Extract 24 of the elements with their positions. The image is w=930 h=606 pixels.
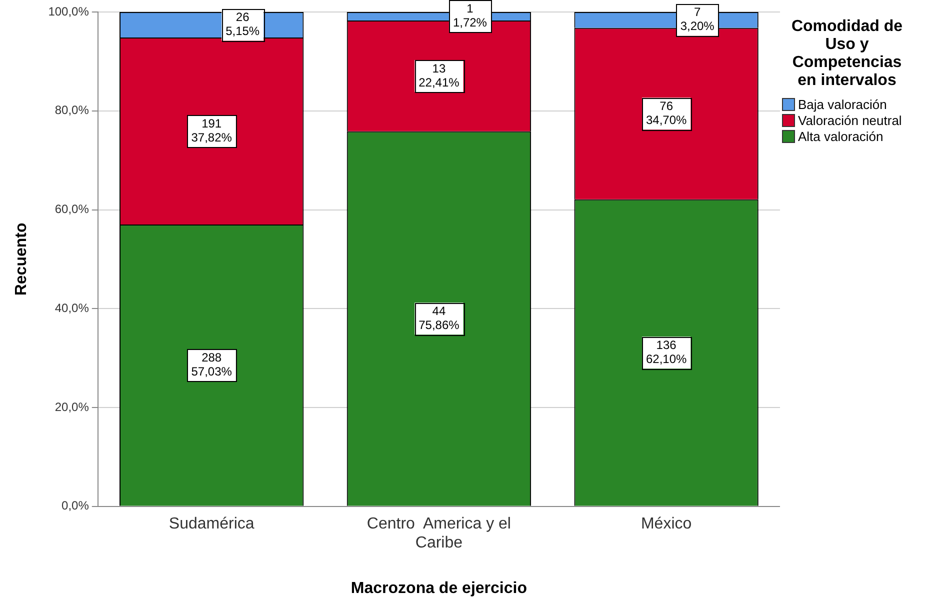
data-label: 1 1,72% [452,2,488,30]
data-label: 288 57,03% [191,350,232,378]
y-tick-label: 60,0% [54,202,90,216]
data-label: 13 22,41% [418,61,460,90]
y-axis-title: Recuento [13,222,30,296]
data-label: 136 62,10% [646,338,687,366]
data-label: 76 34,70% [646,98,687,127]
text: Alta valoración [798,128,884,144]
legend-label: Valoración neutral [798,112,902,128]
data-label: 26 5,15% [226,10,260,38]
x-axis-title: Macrozona de ejercicio [350,580,528,597]
y-tick-label: 20,0% [54,400,90,414]
x-tick-label: México [640,515,692,532]
y-tick-label: 80,0% [54,103,90,118]
x-tick-label: Centro America y el Caribe [366,515,511,552]
data-label: 7 3,20% [680,5,715,34]
x-tick-label: Sudamérica [168,515,254,532]
y-tick-label: 0,0% [62,498,90,513]
legend-title: Comodidad de Uso y Competencias en intervalos [790,18,904,90]
y-tick-label: 100,0% [48,4,90,18]
y-tick-label: 40,0% [54,300,90,315]
legend-label: Baja valoración [798,96,887,112]
data-label: 191 37,82% [191,116,232,144]
data-label: 44 75,86% [418,304,460,332]
